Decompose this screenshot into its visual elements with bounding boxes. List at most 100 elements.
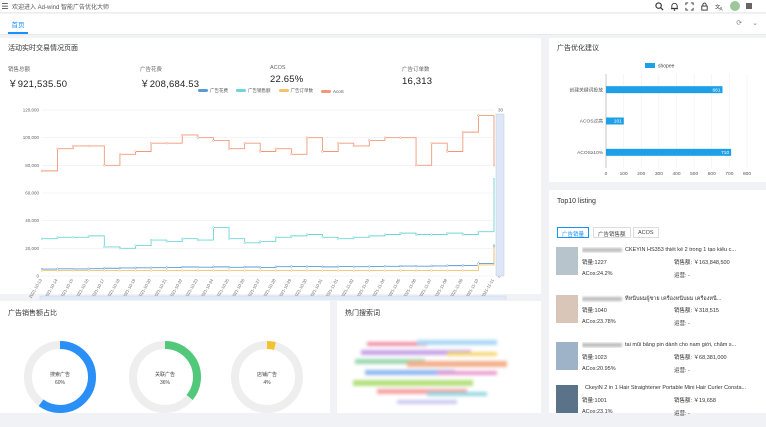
series-point xyxy=(243,142,246,145)
word-cloud xyxy=(353,340,507,404)
bar[interactable] xyxy=(606,86,723,94)
series-point xyxy=(414,265,418,268)
x-tick-label: 2021-11-06 xyxy=(402,277,417,298)
line-chart-legend: 广告花费 广告销售额 广告订单数 AcoS xyxy=(198,88,344,94)
listing-thumbnail xyxy=(556,295,578,323)
series-point xyxy=(446,231,449,235)
search-icon[interactable] xyxy=(655,1,664,11)
series-point xyxy=(134,244,137,247)
listing-thumbnail xyxy=(556,247,578,275)
y-left-tick-label: 40,000 xyxy=(25,218,39,223)
bar-value-label: 661 xyxy=(712,87,720,93)
x-tick-label: 2021-11-01 xyxy=(324,277,339,298)
x-tick-label: 2021-11-04 xyxy=(371,277,386,298)
x-tick-label: 2021-11-10 xyxy=(464,277,479,298)
series-point xyxy=(56,236,59,239)
series-point xyxy=(149,238,153,242)
fullscreen-icon[interactable] xyxy=(685,1,694,11)
series-line-0 xyxy=(42,245,495,270)
series-point xyxy=(430,264,433,268)
menu-icon[interactable]: ☰ xyxy=(1,1,9,11)
listing-item[interactable]: ที่หนีบผมผู้ชาย เครื่องหนีบผม เครื่องหนี… xyxy=(556,293,766,337)
series-point xyxy=(336,237,340,240)
bar-x-tick-label: 100 xyxy=(620,171,628,177)
tab-home[interactable]: 首页 xyxy=(8,19,28,34)
series-point xyxy=(243,241,246,244)
series-point xyxy=(305,265,309,268)
kpi-ad-orders: 广告订单数 16,313 xyxy=(402,67,433,87)
series-point xyxy=(134,269,137,272)
series-point xyxy=(196,265,200,269)
legend-item-acos[interactable]: AcoS xyxy=(321,89,344,94)
sales-panel-title: 活动实时交易情况页面 xyxy=(8,45,78,52)
series-point xyxy=(321,265,324,269)
series-point xyxy=(118,269,122,272)
donut-arc[interactable] xyxy=(24,341,96,413)
lock-icon[interactable] xyxy=(700,2,709,11)
x-tick-label: 2021-11-11 xyxy=(480,277,495,298)
series-point xyxy=(165,240,168,243)
listing-thumbnail xyxy=(556,342,578,370)
kpi-ad-spend: 广告花费 ￥208,684.53 xyxy=(140,67,200,90)
series-point xyxy=(430,269,433,272)
x-zoom-slider[interactable] xyxy=(39,295,507,300)
refresh-icon[interactable]: ⟳ xyxy=(736,20,743,27)
listing-qty: 销量:1227 xyxy=(582,260,607,266)
listing-ops: 运营: - xyxy=(674,321,690,327)
tab-ad-volume[interactable]: 广告销量 xyxy=(557,227,590,238)
series-point xyxy=(56,147,59,150)
series-point xyxy=(368,139,371,142)
listing-acos: ACos:20.95% xyxy=(582,366,616,372)
bell-icon[interactable] xyxy=(670,2,679,11)
tab-ad-sales[interactable]: 广告销售额 xyxy=(593,227,631,238)
page-tabs-bar: 首页 ⟳ ⌄ xyxy=(0,14,766,35)
series-point xyxy=(227,237,231,240)
donut-arc[interactable] xyxy=(129,341,201,413)
listing-acos: ACos:23.78% xyxy=(582,319,616,325)
series-point xyxy=(134,266,137,269)
bar[interactable] xyxy=(606,148,732,156)
legend-item-ad-spend[interactable]: 广告花费 xyxy=(198,88,228,94)
series-point xyxy=(414,269,418,272)
donut-arc[interactable] xyxy=(231,341,303,413)
series-point xyxy=(290,234,293,238)
listing-title[interactable]: ที่หนีบผมผู้ชาย เครื่องหนีบผม เครื่องหนี… xyxy=(582,295,766,303)
series-point xyxy=(259,240,262,243)
series-point xyxy=(290,265,293,268)
listing-title[interactable]: tai mũi băng pin dành cho nam giới, chăm… xyxy=(582,342,766,348)
listing-item[interactable]: CkeyiN 2 in 1 Hair Straightener Portable… xyxy=(556,383,766,427)
series-point xyxy=(321,269,324,272)
series-point xyxy=(383,265,387,268)
listing-ops: 运营: - xyxy=(674,273,690,279)
bar-value-label: 710 xyxy=(721,150,729,156)
bar-x-tick-label: 600 xyxy=(708,171,716,177)
listing-acos: ACos:23.1% xyxy=(582,409,613,415)
series-point xyxy=(212,226,215,229)
tab-acos[interactable]: ACOS xyxy=(633,227,659,238)
y-left-tick-label: 80,000 xyxy=(25,163,39,168)
avatar[interactable] xyxy=(730,1,740,11)
series-point xyxy=(87,234,90,238)
series-point xyxy=(383,136,387,139)
legend-item-ad-orders[interactable]: 广告订单数 xyxy=(278,88,313,94)
listing-item[interactable]: CKEYIN HS353 thiết kế 2 trong 1 tạo kiểu… xyxy=(556,245,766,289)
user-menu-icon[interactable] xyxy=(746,3,752,9)
series-point xyxy=(181,237,184,240)
series-point xyxy=(227,266,231,269)
y-zoom-slider[interactable] xyxy=(495,113,505,277)
series-point xyxy=(368,234,371,238)
bar-legend[interactable]: shopee xyxy=(645,63,675,70)
series-point xyxy=(72,269,75,272)
series-point xyxy=(352,269,355,272)
series-point xyxy=(477,230,480,233)
chevron-down-icon[interactable]: ⌄ xyxy=(752,20,758,27)
listing-title[interactable]: CKEYIN HS353 thiết kế 2 trong 1 tạo kiểu… xyxy=(582,247,766,253)
series-point xyxy=(352,144,355,148)
series-point xyxy=(103,164,106,167)
legend-item-ad-sales[interactable]: 广告销售额 xyxy=(236,88,271,94)
listing-item[interactable]: tai mũi băng pin dành cho nam giới, chăm… xyxy=(556,340,766,384)
series-point xyxy=(243,269,246,272)
bar[interactable] xyxy=(606,117,624,125)
listing-title[interactable]: CkeyiN 2 in 1 Hair Straightener Portable… xyxy=(585,385,747,391)
